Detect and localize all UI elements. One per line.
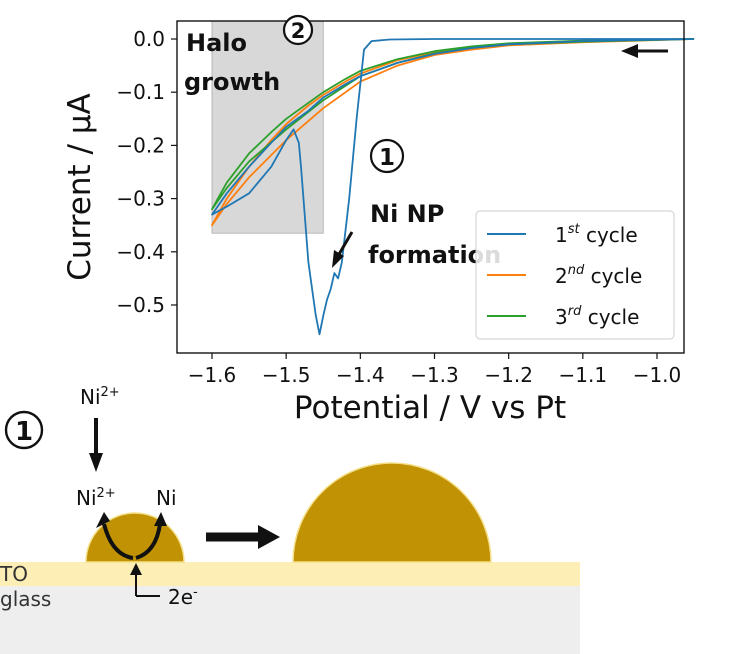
legend-box [475, 210, 675, 340]
substrate-glass [0, 585, 580, 654]
schematic-step-marker: 1 [15, 417, 33, 447]
ni-product-label: Ni [156, 486, 177, 510]
y-tick-label: −0.1 [116, 80, 165, 104]
x-tick-label: −1.6 [188, 363, 237, 387]
plot-frame [176, 20, 685, 354]
y-tick-label: −0.3 [116, 187, 165, 211]
y-axis-label: Current / μA [62, 93, 98, 281]
reduction-arrows [96, 512, 167, 560]
x-tick-label: −1.1 [559, 363, 608, 387]
step-2-marker: 2 [291, 19, 306, 43]
substrate-bottom-label: glass [0, 587, 51, 611]
x-tick-label: −1.0 [633, 363, 682, 387]
electrons-label: 2e- [168, 585, 198, 609]
substrate-fto [0, 562, 580, 586]
x-axis-ticks: −1.6 −1.5 −1.4 −1.3 −1.2 −1.1 −1.0 [188, 353, 682, 387]
halo-label-line2: growth [184, 68, 280, 96]
y-axis-ticks: 0.0 −0.1 −0.2 −0.3 −0.4 −0.5 [116, 27, 177, 317]
large-ni-particle [292, 462, 492, 563]
x-axis-label: Potential / V vs Pt [294, 390, 566, 426]
series-line-1 [211, 38, 695, 336]
cv-chart: −1.6 −1.5 −1.4 −1.3 −1.2 −1.1 −1.0 0.0 −0.1 −0.2… [62, 14, 695, 426]
step-2-marker-circle [282, 14, 314, 46]
x-tick-label: −1.3 [410, 363, 459, 387]
ni-np-label-line1: Ni NP [370, 200, 444, 228]
ni-np-arrow [332, 231, 354, 268]
schematic-step-marker-circle [4, 410, 44, 450]
step-1-marker-circle [369, 138, 405, 174]
y-tick-label: −0.4 [116, 240, 165, 264]
legend-label: 1st cycle [555, 222, 638, 247]
legend: 1st cycle 2nd cycle 3rd cycle [475, 210, 675, 340]
ion-down-arrow [89, 418, 103, 472]
growth-arrow [206, 525, 280, 549]
y-tick-label: 0.0 [133, 27, 165, 51]
x-tick-label: −1.5 [262, 363, 311, 387]
substrate-top-label: TO [0, 562, 28, 586]
halo-label-line1: Halo [186, 29, 247, 57]
y-tick-label: −0.2 [116, 133, 165, 157]
legend-label: 3rd cycle [555, 304, 639, 329]
scan-direction-arrow [621, 44, 668, 58]
electron-pointer [130, 563, 160, 597]
x-tick-label: −1.4 [336, 363, 385, 387]
step-1-marker: 1 [379, 145, 395, 171]
nucleation-schematic: TO glass 1 Ni2+ Ni2+ Ni 2e- [0, 385, 580, 654]
x-tick-label: −1.2 [484, 363, 533, 387]
halo-growth-region [211, 20, 324, 234]
ni-ion-label-2: Ni2+ [76, 486, 116, 510]
series-layer [211, 38, 695, 336]
legend-label: 2nd cycle [555, 263, 642, 288]
ni-ion-label: Ni2+ [80, 385, 120, 409]
y-tick-label: −0.5 [116, 293, 165, 317]
series-line-2 [211, 38, 695, 227]
